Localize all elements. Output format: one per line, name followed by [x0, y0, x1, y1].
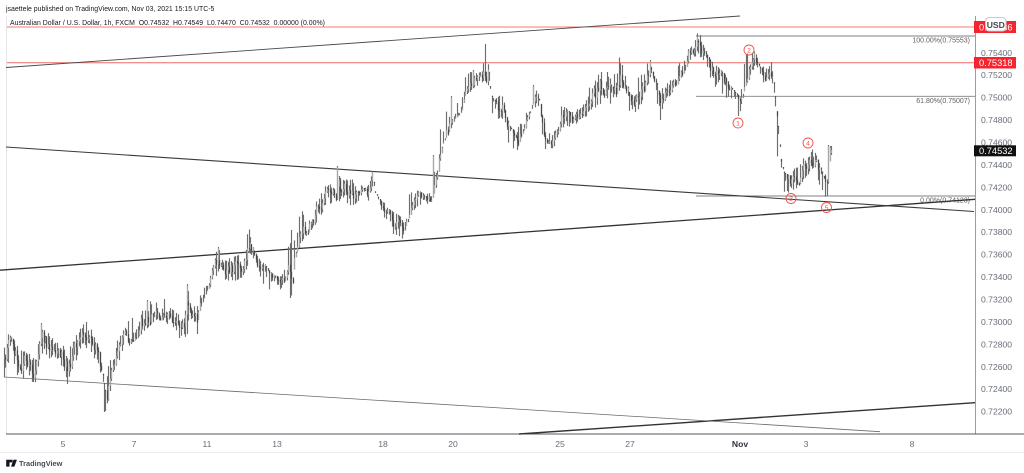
- svg-text:18: 18: [378, 439, 388, 449]
- svg-text:jsaettele published on Trading: jsaettele published on TradingView.com, …: [5, 6, 215, 13]
- svg-text:61.80%(0.75007): 61.80%(0.75007): [916, 98, 970, 105]
- svg-text:0.73800: 0.73800: [981, 227, 1012, 237]
- svg-text:0.74532: 0.74532: [979, 146, 1013, 156]
- svg-text:2: 2: [747, 47, 751, 54]
- svg-text:0.72600: 0.72600: [981, 362, 1012, 372]
- svg-text:0.72200: 0.72200: [981, 407, 1012, 417]
- svg-text:11: 11: [203, 439, 212, 449]
- svg-text:0.75318: 0.75318: [979, 58, 1013, 68]
- svg-text:5: 5: [61, 439, 66, 449]
- svg-text:0.73000: 0.73000: [981, 317, 1012, 327]
- svg-text:25: 25: [555, 439, 565, 449]
- svg-text:0.73400: 0.73400: [981, 272, 1012, 282]
- svg-text:0.73200: 0.73200: [981, 295, 1012, 305]
- svg-text:0.73600: 0.73600: [981, 250, 1012, 260]
- svg-text:0.74600: 0.74600: [981, 138, 1012, 148]
- svg-text:0.72800: 0.72800: [981, 339, 1012, 349]
- svg-text:0.74200: 0.74200: [981, 182, 1012, 192]
- svg-text:0.75000: 0.75000: [981, 93, 1012, 103]
- svg-text:Nov: Nov: [732, 439, 748, 449]
- svg-text:0.74400: 0.74400: [981, 160, 1012, 170]
- svg-text:27: 27: [625, 439, 635, 449]
- svg-text:20: 20: [448, 439, 458, 449]
- svg-text:Australian Dollar / U.S. Dolla: Australian Dollar / U.S. Dollar, 1h, FXC…: [10, 20, 325, 27]
- svg-text:0.75200: 0.75200: [981, 70, 1012, 80]
- svg-text:1: 1: [736, 120, 740, 127]
- svg-text:100.00%(0.75553): 100.00%(0.75553): [912, 38, 970, 45]
- svg-text:0.75400: 0.75400: [981, 48, 1012, 58]
- svg-text:USD: USD: [987, 20, 1005, 30]
- svg-text:8: 8: [910, 439, 915, 449]
- svg-text:3: 3: [804, 439, 809, 449]
- svg-text:7: 7: [132, 439, 137, 449]
- svg-text:4: 4: [806, 140, 810, 147]
- svg-text:5: 5: [825, 205, 829, 212]
- svg-text:3: 3: [789, 196, 793, 203]
- svg-text:0.74800: 0.74800: [981, 115, 1012, 125]
- svg-text:0.72400: 0.72400: [981, 384, 1012, 394]
- svg-text:0.74000: 0.74000: [981, 205, 1012, 215]
- svg-text:13: 13: [272, 439, 282, 449]
- svg-text:TradingView: TradingView: [19, 459, 63, 468]
